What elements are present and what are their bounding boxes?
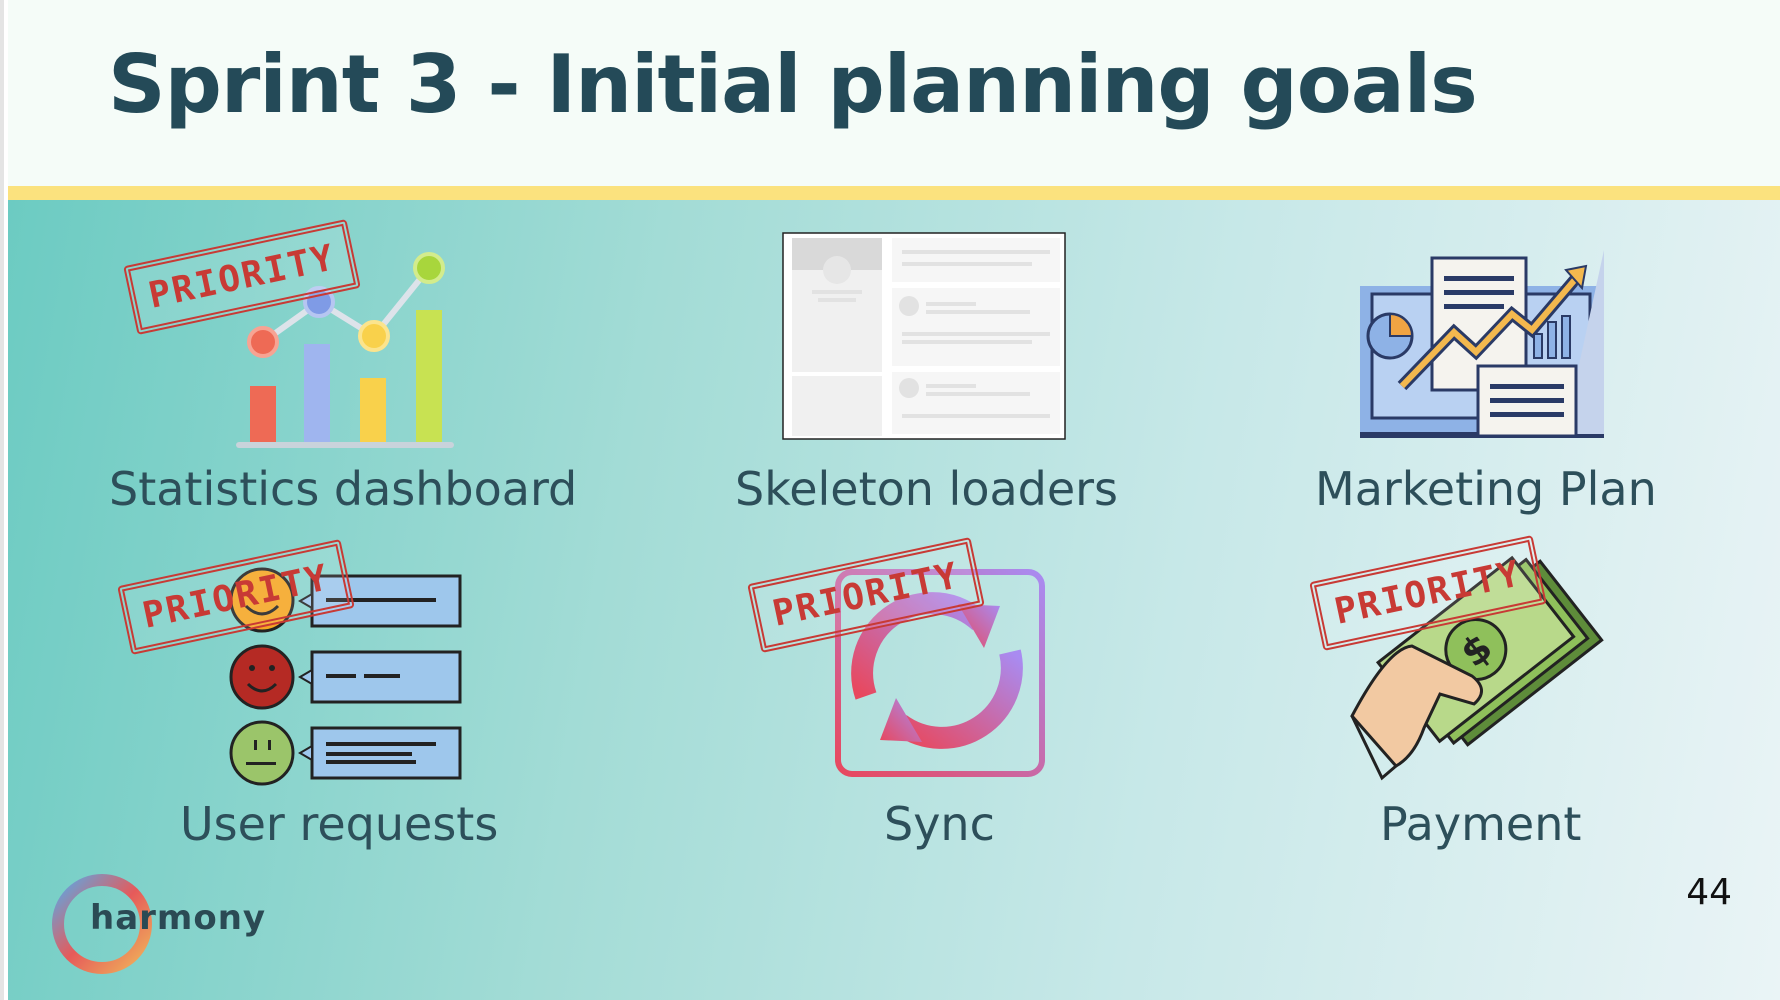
goal-label: Payment bbox=[1380, 797, 1582, 851]
logo-text: harmony bbox=[90, 898, 267, 938]
slide-header: Sprint 3 - Initial planning goals bbox=[8, 0, 1780, 186]
goal-label: Skeleton loaders bbox=[735, 462, 1119, 516]
goal-label: Marketing Plan bbox=[1315, 462, 1657, 516]
goal-label: Sync bbox=[884, 797, 995, 851]
bar-chart-icon bbox=[236, 252, 454, 448]
marketing-plan-icon bbox=[1360, 250, 1604, 438]
goal-label: Statistics dashboard bbox=[109, 462, 578, 516]
slide-title: Sprint 3 - Initial planning goals bbox=[108, 38, 1478, 131]
sync-icon bbox=[835, 569, 1045, 777]
header-accent-band bbox=[8, 186, 1780, 200]
payment-cash-icon: $ bbox=[1350, 555, 1604, 781]
harmony-logo-icon bbox=[52, 874, 152, 974]
feedback-faces-icon bbox=[229, 567, 462, 786]
skeleton-loader-icon bbox=[782, 232, 1066, 440]
goal-label: User requests bbox=[180, 797, 499, 851]
page-number: 44 bbox=[1686, 872, 1732, 913]
